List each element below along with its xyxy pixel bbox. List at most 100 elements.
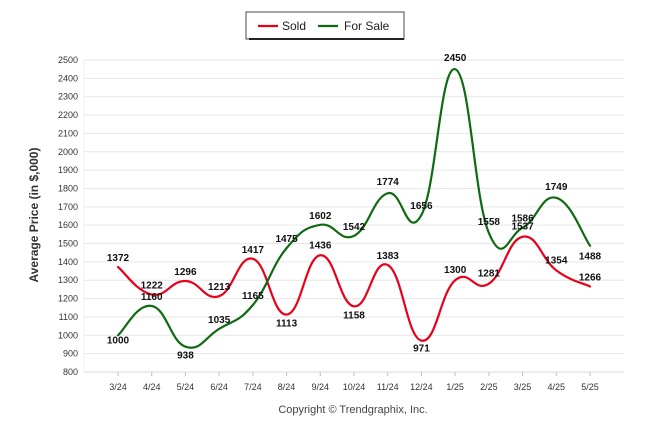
point-for-sale-13 (521, 226, 524, 229)
y-tick-label-1000: 1000 (58, 330, 78, 340)
point-sold-1 (117, 266, 119, 268)
data-label-sold-13: 1537 (511, 222, 534, 233)
y-tick-label-1900: 1900 (58, 165, 78, 175)
data-label-sold-7: 1436 (309, 240, 332, 251)
x-tick-label-2: 4/24 (143, 382, 161, 392)
point-sold-7 (319, 254, 322, 257)
data-label-sold-10: 971 (413, 344, 430, 355)
y-tick-label-2100: 2100 (58, 128, 78, 138)
series-line-for-sale (116, 68, 592, 349)
point-sold-3 (184, 280, 187, 282)
y-tick-label-1200: 1200 (58, 294, 78, 304)
point-for-sale-8 (353, 235, 355, 237)
point-sold-5 (252, 257, 254, 260)
point-sold-2 (150, 293, 153, 296)
point-for-sale-11 (454, 68, 456, 70)
point-for-sale-14 (555, 197, 558, 199)
chart-data-labels: 1372 1222 1296 1213 1417 1113 1436 1158 1383 971 1… (107, 53, 602, 361)
y-axis-title: Average Price (in $,000) (27, 148, 41, 283)
data-label-sold-15: 1266 (579, 272, 602, 283)
y-tick-label-2300: 2300 (58, 92, 78, 102)
x-tick-label-6: 8/24 (278, 382, 296, 392)
y-tick-label-2000: 2000 (58, 147, 78, 157)
point-for-sale-2 (150, 305, 153, 307)
data-label-for-sale-8: 1542 (343, 222, 366, 233)
legend: Sold For Sale (245, 11, 405, 40)
y-tick-label-1400: 1400 (58, 257, 78, 267)
point-for-sale-12 (488, 232, 490, 234)
data-label-for-sale-12: 1558 (478, 217, 501, 228)
chart-axes: 800 900 1000 1100 1200 1300 1400 1500 1600 1700 18… (58, 55, 624, 392)
data-label-for-sale-5: 1165 (242, 291, 264, 302)
x-tick-label-13: 3/25 (514, 382, 532, 392)
x-tick-label-1: 3/24 (109, 382, 127, 392)
legend-label-sold: Sold (282, 19, 306, 33)
point-sold-6 (285, 313, 288, 316)
x-tick-label-3: 5/24 (177, 382, 195, 392)
data-label-for-sale-2: 1160 (141, 292, 163, 303)
x-tick-label-8: 10/24 (343, 382, 366, 392)
point-sold-8 (353, 305, 355, 308)
data-label-sold-1: 1372 (107, 253, 130, 264)
point-sold-15 (589, 285, 591, 288)
data-label-sold-14: 1354 (545, 255, 568, 266)
x-tick-label-12: 2/25 (480, 382, 498, 392)
x-tick-label-11: 1/25 (446, 382, 464, 392)
data-label-for-sale-7: 1602 (309, 211, 332, 222)
data-label-for-sale-4: 1035 (208, 315, 231, 326)
data-label-for-sale-14: 1749 (545, 182, 568, 193)
y-tick-label-2400: 2400 (58, 73, 78, 83)
y-tick-label-2200: 2200 (58, 110, 78, 120)
data-label-sold-11: 1300 (444, 265, 467, 276)
x-tick-label-4: 6/24 (210, 382, 228, 392)
data-label-sold-2: 1222 (141, 281, 164, 292)
point-for-sale-4 (218, 328, 220, 330)
legend-label-for-sale: For Sale (344, 19, 390, 33)
data-label-for-sale-11: 2450 (444, 53, 467, 64)
point-for-sale-15 (589, 244, 591, 247)
point-sold-10 (420, 339, 423, 342)
data-label-for-sale-9: 1774 (377, 177, 400, 188)
point-sold-14 (555, 269, 558, 272)
point-for-sale-7 (319, 224, 322, 226)
data-label-for-sale-3: 938 (177, 351, 194, 362)
point-sold-13 (521, 235, 524, 238)
point-sold-4 (218, 295, 220, 298)
data-label-sold-8: 1158 (343, 310, 365, 321)
y-tick-label-1600: 1600 (58, 220, 78, 230)
y-tick-label-1500: 1500 (58, 239, 78, 249)
x-tick-label-10: 12/24 (410, 382, 433, 392)
point-for-sale-9 (386, 192, 389, 195)
data-label-sold-4: 1213 (208, 282, 231, 293)
data-label-for-sale-10: 1656 (410, 201, 433, 212)
data-label-sold-3: 1296 (174, 267, 197, 278)
point-for-sale-10 (420, 214, 423, 216)
y-tick-label-2500: 2500 (58, 55, 78, 65)
point-sold-9 (386, 264, 389, 266)
chart-series (116, 68, 592, 349)
point-for-sale-5 (252, 304, 254, 306)
data-label-for-sale-1: 1000 (107, 335, 130, 346)
y-tick-label-1300: 1300 (58, 275, 78, 285)
point-sold-12 (488, 282, 490, 285)
point-for-sale-3 (184, 345, 187, 348)
point-for-sale-1 (117, 334, 119, 337)
y-tick-label-1800: 1800 (58, 183, 78, 193)
y-tick-label-800: 800 (63, 367, 78, 377)
data-label-sold-5: 1417 (242, 245, 265, 256)
data-label-sold-9: 1383 (377, 251, 400, 262)
x-tick-label-9: 11/24 (377, 382, 399, 392)
data-label-for-sale-15: 1488 (579, 252, 602, 263)
copyright-footer: Copyright © Trendgraphix, Inc. (278, 404, 427, 416)
x-tick-label-15: 5/25 (581, 382, 599, 392)
y-tick-label-900: 900 (63, 349, 78, 359)
data-label-for-sale-6: 1475 (275, 234, 298, 245)
x-tick-label-7: 9/24 (312, 382, 330, 392)
point-sold-11 (454, 279, 456, 282)
data-label-sold-12: 1281 (478, 269, 501, 280)
point-for-sale-6 (285, 247, 288, 249)
y-tick-label-1100: 1100 (59, 312, 78, 322)
